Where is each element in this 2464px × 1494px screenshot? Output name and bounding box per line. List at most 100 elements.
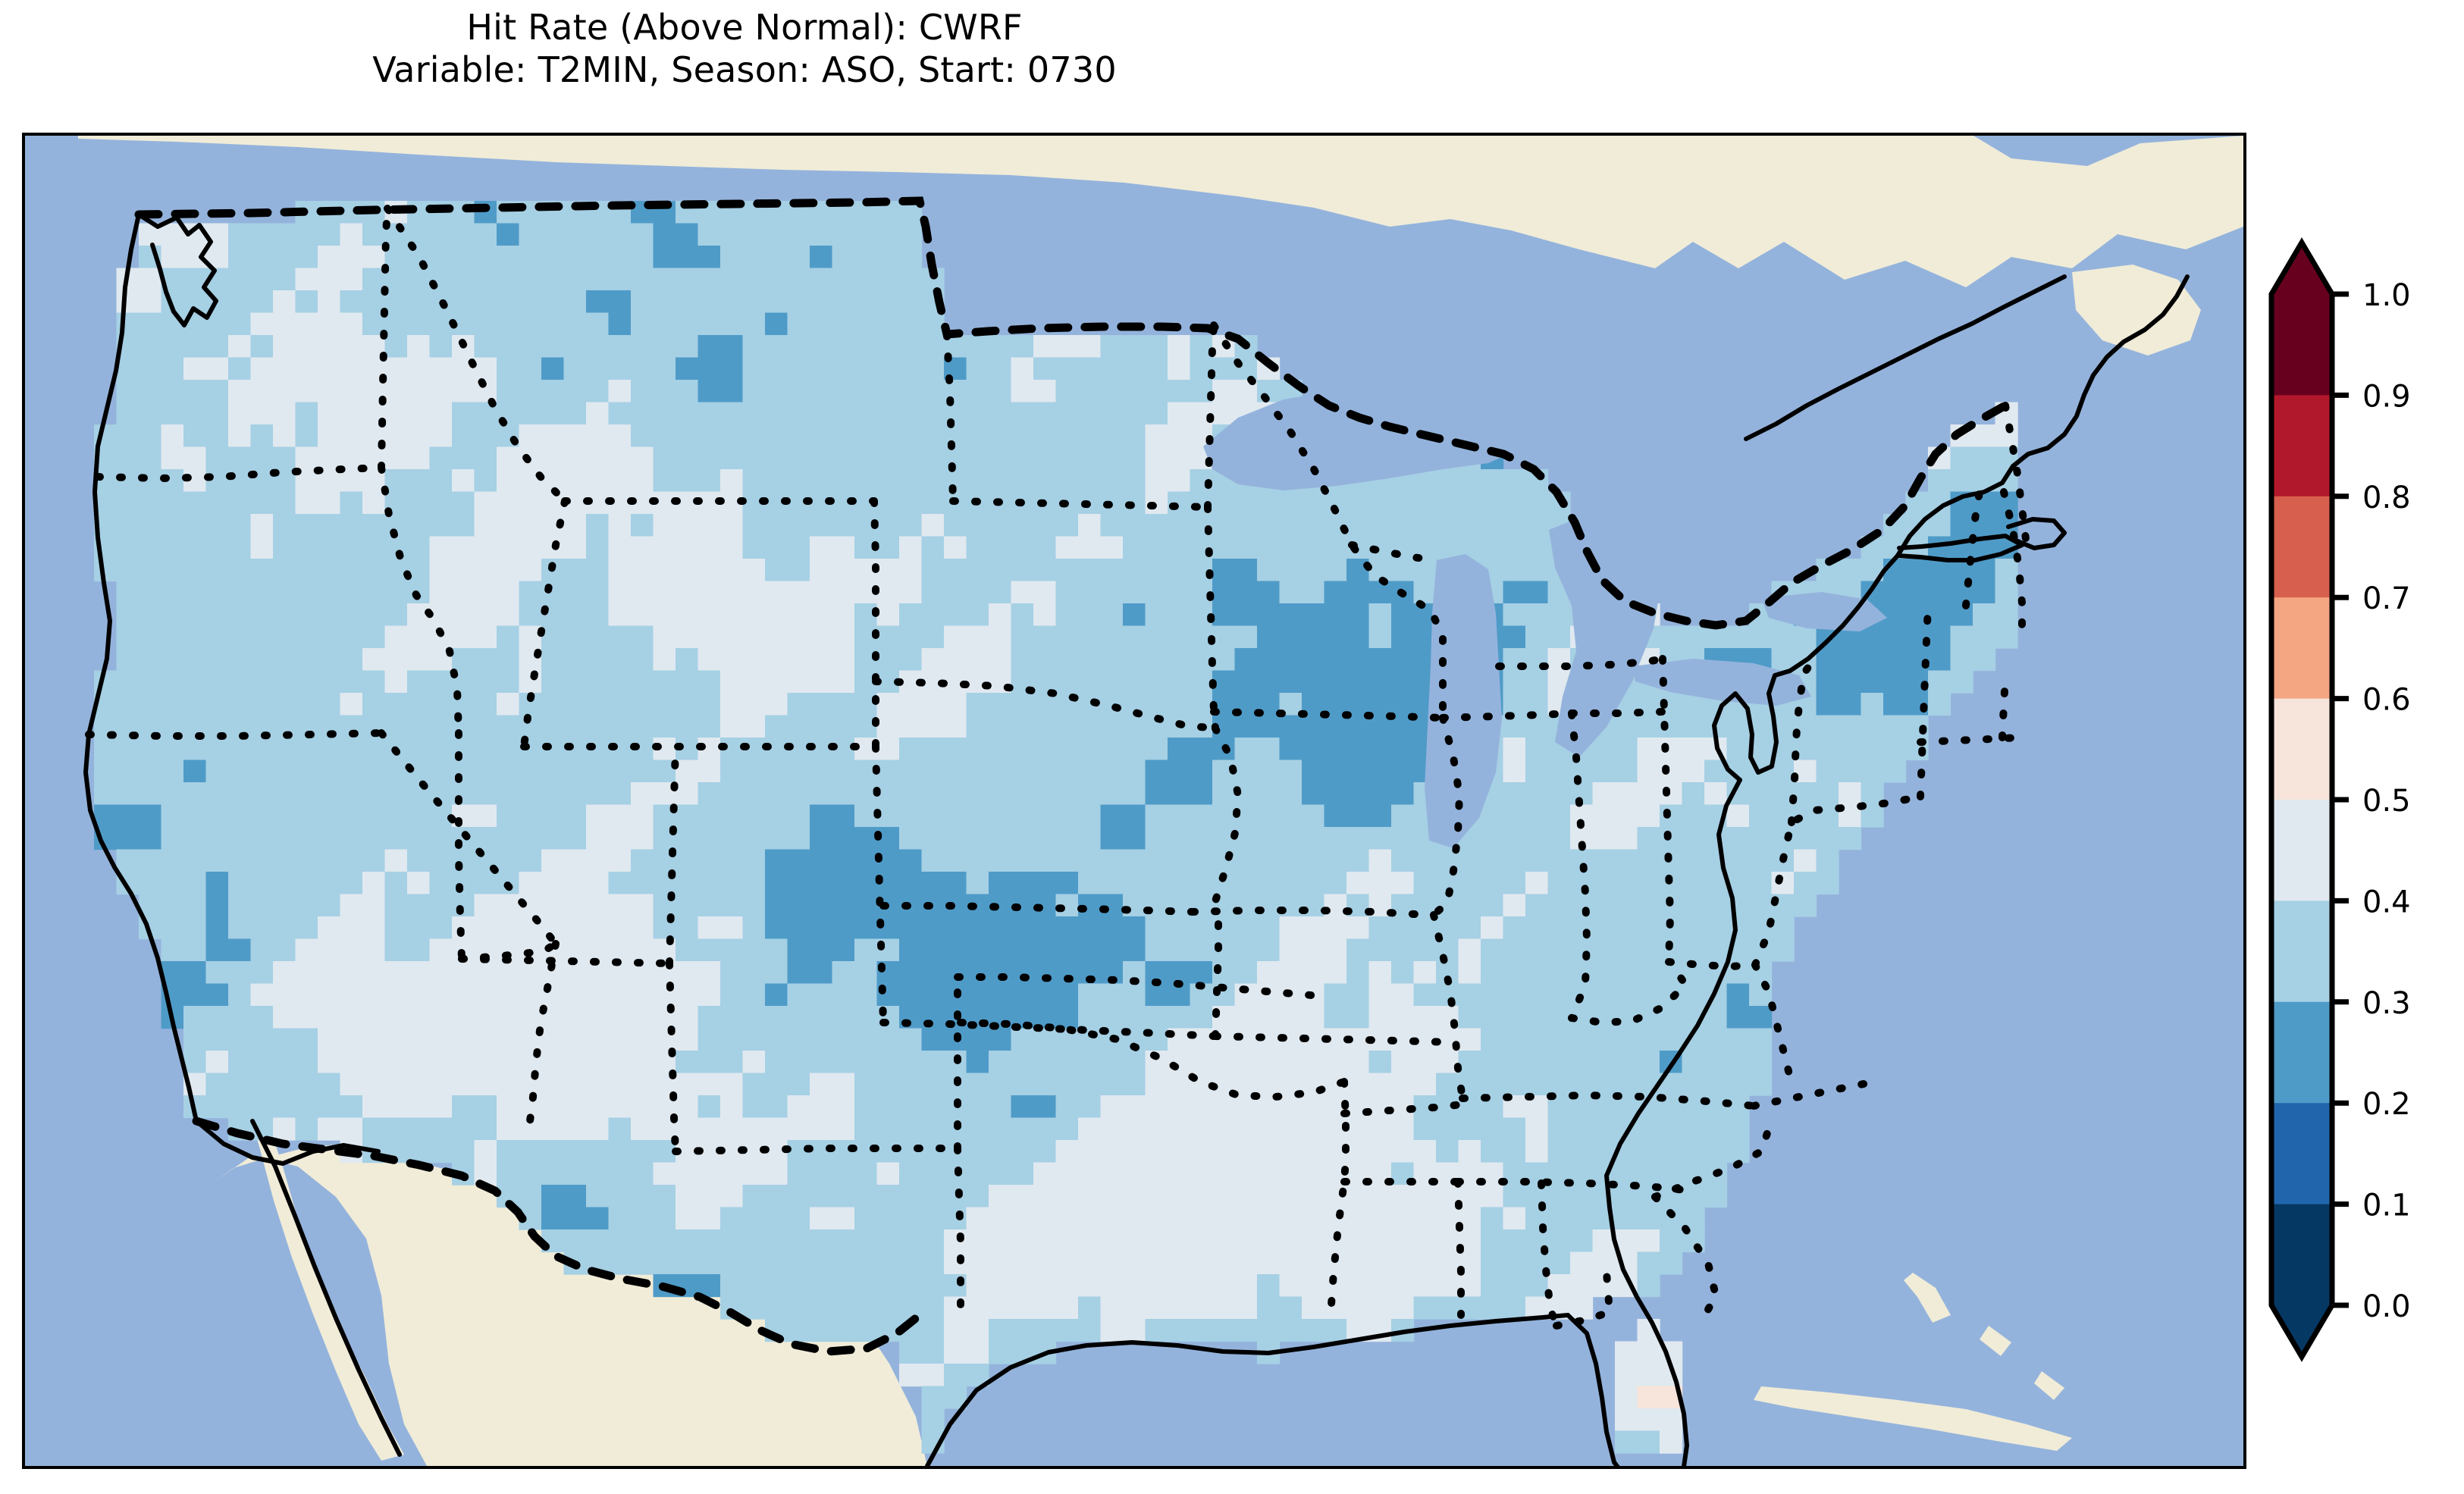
grid-cell — [1123, 715, 1146, 738]
grid-cell — [205, 1006, 229, 1029]
grid-cell — [876, 424, 900, 448]
grid-cell — [720, 424, 744, 448]
grid-cell — [183, 380, 207, 403]
grid-cell — [474, 424, 497, 448]
grid-cell — [608, 1140, 632, 1164]
grid-cell — [1145, 469, 1168, 493]
grid-cell — [608, 469, 632, 493]
grid-cell — [1503, 469, 1526, 493]
grid-cell — [876, 559, 900, 582]
grid-cell — [631, 268, 654, 291]
grid-cell — [608, 603, 632, 627]
grid-cell — [1368, 648, 1392, 672]
grid-cell — [631, 1229, 654, 1253]
grid-cell — [452, 581, 475, 604]
grid-cell — [720, 1162, 744, 1185]
grid-cell — [1055, 424, 1079, 448]
border-nc-va — [1750, 1079, 1871, 1110]
grid-cell — [228, 938, 252, 962]
grid-cell — [474, 536, 497, 559]
grid-cell — [1503, 1274, 1526, 1298]
grid-cell — [765, 246, 788, 269]
grid-cell — [541, 804, 565, 828]
grid-cell — [1525, 827, 1549, 850]
grid-cell — [1123, 648, 1146, 672]
grid-cell — [407, 268, 431, 291]
grid-cell — [1391, 760, 1415, 783]
grid-cell — [273, 581, 296, 604]
grid-cell — [586, 268, 610, 291]
grid-cell — [631, 536, 654, 559]
grid-cell — [742, 1117, 766, 1141]
grid-cell — [205, 938, 229, 962]
grid-cell — [273, 760, 296, 783]
border-oh-wv-pa — [1665, 958, 1759, 971]
colorbar-tick-label: 0.7 — [2362, 581, 2411, 616]
colorbar-graphic: 1.00.90.80.70.60.50.40.30.20.10.0 — [2268, 237, 2411, 1362]
grid-cell — [921, 849, 945, 872]
grid-cell — [631, 514, 654, 537]
grid-cell — [1078, 804, 1102, 828]
grid-cell — [1503, 581, 1526, 604]
grid-cell — [452, 223, 475, 246]
grid-cell — [1503, 1207, 1526, 1230]
grid-cell — [1481, 1051, 1504, 1074]
grid-cell — [854, 1073, 878, 1096]
grid-cell — [810, 335, 833, 359]
grid-cell — [116, 491, 140, 515]
grid-cell — [407, 424, 431, 448]
grid-cell — [452, 1095, 475, 1119]
grid-cell — [676, 1162, 699, 1185]
grid-cell — [989, 1207, 1012, 1230]
grid-cell — [832, 1028, 855, 1051]
grid-cell — [474, 312, 497, 336]
grid-cell — [497, 268, 520, 291]
border-nd-sd — [949, 497, 1212, 511]
grid-cell — [653, 268, 676, 291]
grid-cell — [832, 223, 855, 246]
grid-cell — [1682, 1185, 1705, 1208]
grid-cell — [362, 581, 386, 604]
grid-cell — [228, 290, 252, 314]
grid-cell — [1861, 670, 1884, 694]
grid-cell — [1302, 1274, 1325, 1298]
grid-cell — [676, 603, 699, 627]
grid-cell — [407, 670, 431, 694]
grid-cell — [765, 693, 788, 716]
grid-cell — [966, 1207, 989, 1230]
grid-cell — [1346, 804, 1370, 828]
grid-cell — [1883, 670, 1907, 694]
grid-cell — [1413, 1274, 1437, 1298]
grid-cell — [1525, 894, 1549, 917]
grid-cell — [340, 223, 363, 246]
grid-cell — [631, 1028, 654, 1051]
grid-cell — [429, 1117, 453, 1141]
grid-cell — [1660, 1006, 1683, 1029]
grid-cell — [586, 335, 610, 359]
grid-cell — [586, 380, 610, 403]
grid-cell — [966, 693, 989, 716]
grid-cell — [1033, 424, 1057, 448]
grid-cell — [1525, 983, 1549, 1007]
colorbar-band — [2271, 800, 2332, 901]
grid-cell — [631, 804, 654, 828]
grid-cell — [653, 446, 676, 470]
grid-cell — [407, 469, 431, 493]
grid-cell — [318, 268, 341, 291]
grid-cell — [563, 782, 587, 806]
grid-cell — [1525, 536, 1549, 559]
grid-cell — [1346, 693, 1370, 716]
grid-cell — [295, 782, 318, 806]
border-id-wy — [520, 497, 569, 750]
grid-cell — [1458, 849, 1481, 872]
grid-cell — [474, 335, 497, 359]
grid-cell — [1257, 1140, 1281, 1164]
grid-cell — [1995, 581, 2018, 604]
grid-cell — [698, 827, 721, 850]
grid-cell — [966, 1274, 989, 1298]
grid-cell — [1078, 1140, 1102, 1164]
grid-cell — [1055, 715, 1079, 738]
border-sd-ne — [872, 678, 1219, 732]
grid-cell — [1503, 1006, 1526, 1029]
grid-cell — [139, 559, 162, 582]
